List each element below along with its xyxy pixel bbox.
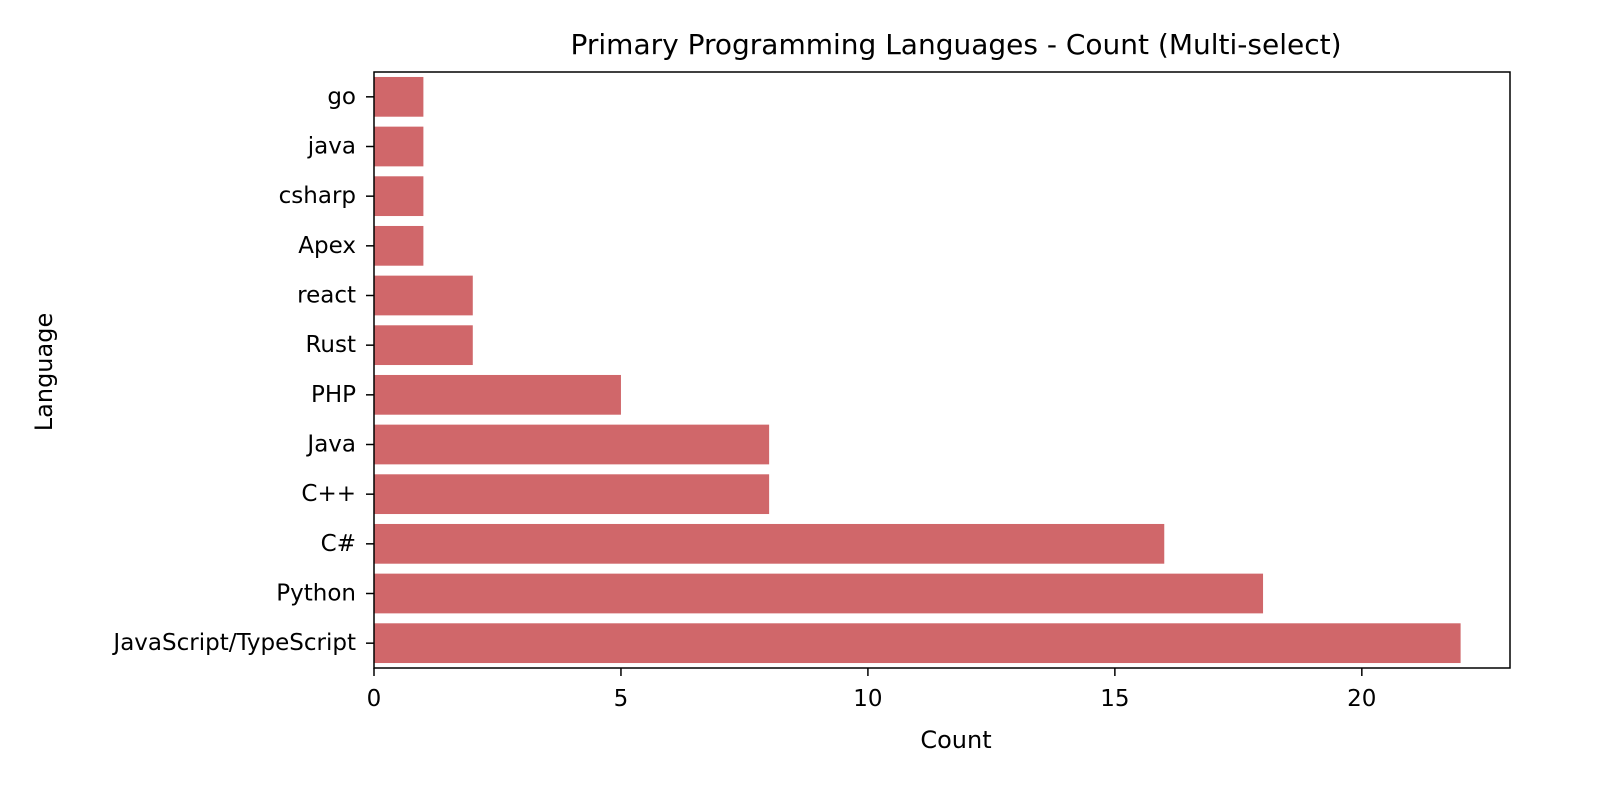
x-tick-label: 0	[367, 686, 382, 712]
bar	[374, 424, 770, 465]
y-tick-label: react	[297, 283, 356, 309]
x-tick-label: 15	[1100, 686, 1129, 712]
bar	[374, 275, 473, 316]
bar	[374, 76, 424, 117]
x-tick-label: 10	[853, 686, 882, 712]
plot-frame	[373, 71, 1511, 669]
y-axis-label: Language	[30, 313, 58, 431]
chart-title: Primary Programming Languages - Count (M…	[570, 28, 1341, 61]
y-tick-label: C++	[301, 481, 356, 507]
bar	[374, 573, 1264, 614]
y-tick-label: Apex	[298, 233, 356, 259]
bar	[374, 126, 424, 167]
bar	[374, 474, 770, 515]
y-tick-label: csharp	[279, 183, 356, 209]
bar	[374, 325, 473, 366]
bar	[374, 523, 1165, 564]
y-tick-label: Java	[305, 432, 356, 458]
x-ticks-layer: 0 5 10 15 20	[367, 668, 1376, 712]
y-tick-label: JavaScript/TypeScript	[111, 630, 356, 656]
bar	[374, 623, 1461, 664]
x-tick-label: 5	[614, 686, 629, 712]
bar	[374, 176, 424, 217]
x-tick-label: 20	[1347, 686, 1376, 712]
y-tick-label: java	[307, 134, 356, 160]
bar	[374, 374, 621, 415]
bars-layer	[374, 76, 1461, 664]
y-ticks-layer: go java csharp Apex react Rust PHP Java C++ C# Pyt…	[111, 84, 374, 656]
y-tick-label: C#	[321, 531, 356, 557]
y-tick-label: PHP	[311, 382, 356, 408]
x-axis-label: Count	[920, 726, 991, 754]
bar	[374, 225, 424, 266]
y-tick-label: Rust	[305, 332, 356, 358]
y-tick-label: Python	[276, 581, 356, 607]
y-tick-label: go	[327, 84, 356, 110]
